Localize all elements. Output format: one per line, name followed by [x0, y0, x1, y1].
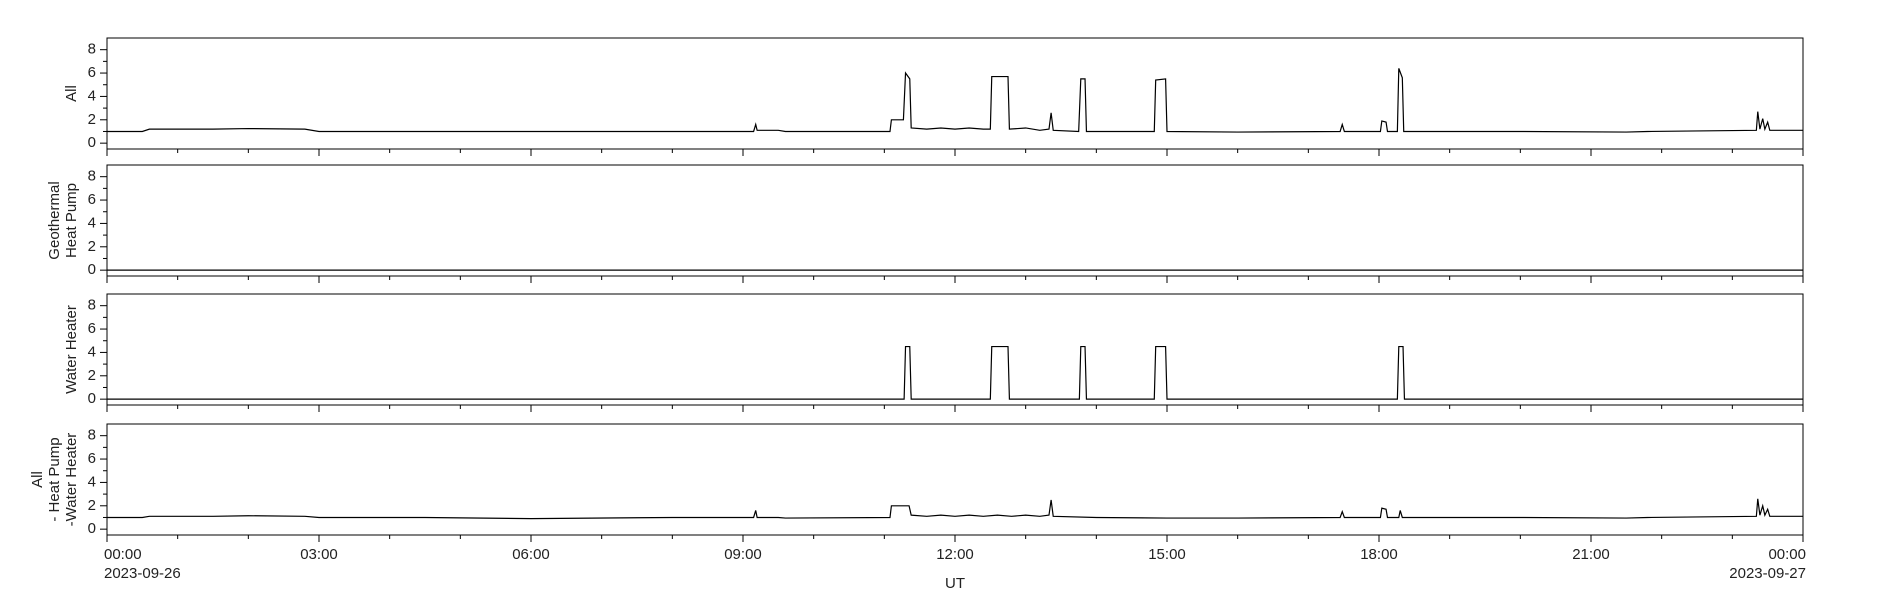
- y-axis-label: All: [29, 471, 46, 488]
- panel-frame: [106, 37, 1804, 150]
- y-axis-label: -Water Heater: [63, 433, 80, 527]
- y-tick-label: 4: [88, 473, 96, 490]
- y-tick-label: 8: [88, 41, 96, 58]
- x-tick-label: 12:00: [936, 546, 974, 563]
- y-tick-label: 0: [88, 520, 96, 537]
- x-tick-label: 15:00: [1148, 546, 1186, 563]
- y-tick-label: 0: [88, 134, 96, 151]
- x-tick-label: 21:00: [1572, 546, 1610, 563]
- y-axis-label: - Heat Pump: [46, 437, 63, 521]
- panel-frame: [106, 423, 1804, 536]
- series-line: [107, 498, 1803, 520]
- y-tick-label: 2: [88, 111, 96, 128]
- x-tick-label: 00:00: [1768, 546, 1806, 563]
- date-label: 2023-09-26: [104, 565, 181, 582]
- y-axis-label: All: [63, 85, 80, 102]
- series-line: [107, 345, 1803, 400]
- series-line: [107, 68, 1803, 133]
- y-tick-label: 6: [88, 450, 96, 467]
- x-tick-label: 18:00: [1360, 546, 1398, 563]
- y-axis-label: Heat Pump: [63, 183, 80, 258]
- panel-frame: [106, 293, 1804, 406]
- y-tick-label: 0: [88, 261, 96, 278]
- x-axis-label: UT: [945, 575, 965, 592]
- y-tick-label: 4: [88, 214, 96, 231]
- x-tick-label: 06:00: [512, 546, 550, 563]
- x-tick-label: 00:00: [104, 546, 142, 563]
- y-tick-label: 8: [88, 168, 96, 185]
- y-tick-label: 8: [88, 297, 96, 314]
- y-tick-label: 6: [88, 320, 96, 337]
- y-tick-label: 2: [88, 367, 96, 384]
- y-tick-label: 6: [88, 191, 96, 208]
- y-tick-label: 4: [88, 87, 96, 104]
- y-axis-label: Geothermal: [46, 181, 63, 259]
- y-tick-label: 2: [88, 238, 96, 255]
- y-tick-label: 4: [88, 343, 96, 360]
- y-tick-label: 2: [88, 497, 96, 514]
- x-tick-label: 09:00: [724, 546, 762, 563]
- y-axis-label: Water Heater: [63, 305, 80, 394]
- date-label: 2023-09-27: [1729, 565, 1806, 582]
- y-tick-label: 8: [88, 427, 96, 444]
- panel-frame: [106, 164, 1804, 277]
- x-tick-label: 03:00: [300, 546, 338, 563]
- y-tick-label: 6: [88, 64, 96, 81]
- y-tick-label: 0: [88, 390, 96, 407]
